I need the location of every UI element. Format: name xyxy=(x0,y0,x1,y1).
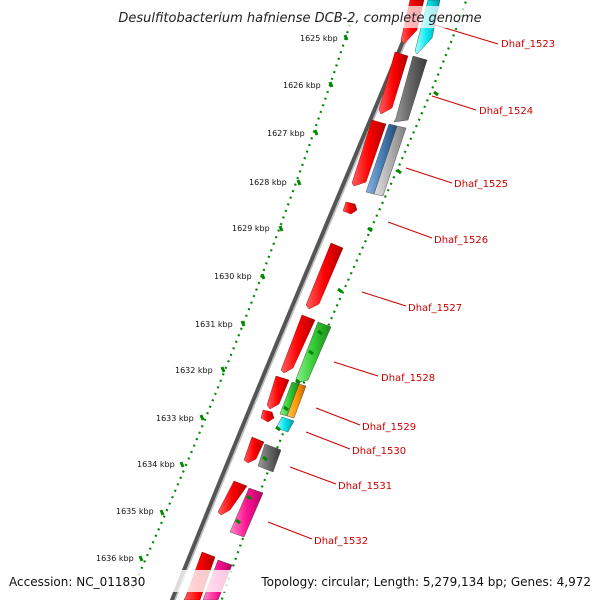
kbp-label: 1628 kbp xyxy=(249,178,287,187)
cds-feature xyxy=(305,242,344,310)
kbp-label: 1629 kbp xyxy=(232,224,270,233)
cog-feature-lightgray xyxy=(373,125,407,197)
gene-label-dhaf-1530[interactable]: Dhaf_1530 xyxy=(352,446,406,457)
topology-text: Topology: circular; Length: 5,279,134 bp… xyxy=(260,575,591,589)
cds-feature xyxy=(266,375,290,410)
cog-features xyxy=(202,0,441,600)
cds-feature xyxy=(260,409,275,423)
kbp-labels: 1625 kbp 1626 kbp 1627 kbp 1628 kbp 1629… xyxy=(96,34,338,563)
cog-feature-gray-small xyxy=(257,443,282,473)
gene-labels: Dhaf_1523 Dhaf_1524 Dhaf_1525 Dhaf_1526 … xyxy=(314,39,555,547)
gene-label-dhaf-1528[interactable]: Dhaf_1528 xyxy=(381,373,435,384)
kbp-label: 1634 kbp xyxy=(137,460,175,469)
kbp-label: 1636 kbp xyxy=(96,554,134,563)
kbp-label: 1635 kbp xyxy=(116,507,154,516)
gene-label-dhaf-1525[interactable]: Dhaf_1525 xyxy=(454,179,508,190)
cog-feature-gray xyxy=(393,55,428,123)
cog-feature-magenta xyxy=(229,487,264,538)
cds-feature xyxy=(378,51,409,115)
map-title: Desulfitobacterium hafniense DCB-2, comp… xyxy=(118,11,481,26)
gene-label-dhaf-1532[interactable]: Dhaf_1532 xyxy=(314,536,368,547)
accession-text: Accession: NC_011830 xyxy=(9,575,145,589)
kbp-label: 1626 kbp xyxy=(283,81,321,90)
kbp-label: 1627 kbp xyxy=(267,129,305,138)
gene-label-dhaf-1531[interactable]: Dhaf_1531 xyxy=(338,481,392,492)
gene-label-dhaf-1523[interactable]: Dhaf_1523 xyxy=(501,39,555,50)
cog-feature-cyan-small xyxy=(275,416,295,433)
tick-scale-line xyxy=(220,0,468,600)
gene-label-dhaf-1527[interactable]: Dhaf_1527 xyxy=(408,303,462,314)
title-backdrop xyxy=(100,6,500,28)
kbp-major-ticks xyxy=(138,34,349,562)
gene-label-dhaf-1526[interactable]: Dhaf_1526 xyxy=(434,235,488,246)
kbp-label: 1630 kbp xyxy=(214,272,252,281)
kbp-scale-line xyxy=(130,17,354,591)
cds-feature xyxy=(243,436,265,464)
backbone xyxy=(169,0,424,600)
kbp-label: 1631 kbp xyxy=(195,320,233,329)
kbp-label: 1625 kbp xyxy=(300,34,338,43)
gene-leader-lines xyxy=(267,23,499,540)
cog-feature-orange xyxy=(286,383,307,419)
kbp-label: 1632 kbp xyxy=(175,366,213,375)
cds-features xyxy=(183,0,425,600)
kbp-label: 1633 kbp xyxy=(156,414,194,423)
cds-feature xyxy=(342,201,358,215)
gene-label-dhaf-1529[interactable]: Dhaf_1529 xyxy=(362,422,416,433)
cds-feature xyxy=(351,119,387,187)
footer-backdrop xyxy=(0,570,600,592)
tick-scale-marks xyxy=(235,90,439,525)
cds-feature xyxy=(217,480,248,516)
cds-feature xyxy=(280,314,316,374)
gene-label-dhaf-1524[interactable]: Dhaf_1524 xyxy=(479,106,533,117)
